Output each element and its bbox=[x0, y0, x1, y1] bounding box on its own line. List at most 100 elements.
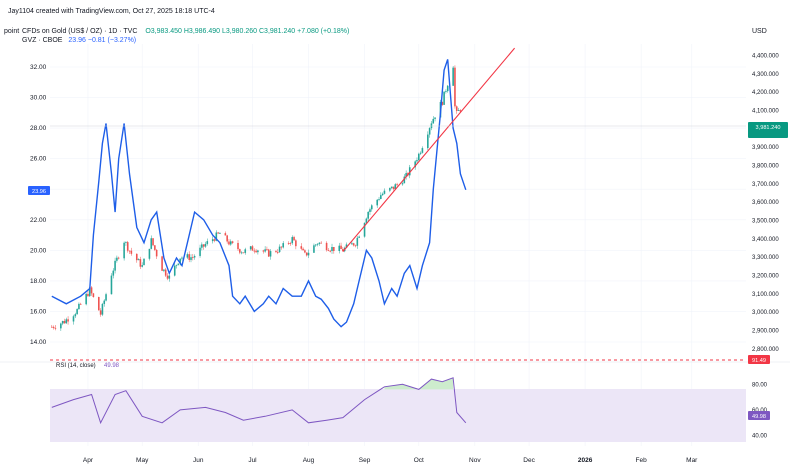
gold-candle bbox=[193, 255, 196, 258]
gold-candle bbox=[276, 251, 279, 253]
gold-candle bbox=[123, 242, 125, 259]
gold-candle bbox=[168, 275, 171, 279]
gold-candle bbox=[103, 300, 106, 304]
left-axis-tick: 16.00 bbox=[30, 308, 47, 315]
gold-trendline[interactable] bbox=[342, 47, 516, 253]
right-axis-tick: 4,400.000 bbox=[752, 54, 779, 60]
x-axis-tick: Aug bbox=[303, 457, 315, 464]
gvz-symbol-name: GVZ · CBOE bbox=[22, 37, 63, 44]
right-axis-unit: USD bbox=[752, 28, 767, 35]
gold-candle bbox=[291, 237, 294, 244]
gold-candle bbox=[99, 310, 102, 315]
rsi-reference-tag-label: 91.49 bbox=[752, 358, 766, 364]
gold-candle bbox=[76, 309, 78, 315]
x-axis-tick: Dec bbox=[523, 457, 535, 464]
gold-candle bbox=[154, 245, 156, 250]
rsi-value-tag-label: 49.98 bbox=[752, 414, 766, 420]
rsi-reference-tag: 91.49 bbox=[748, 355, 770, 364]
gold-candle bbox=[390, 186, 393, 188]
gvz-price-tag-label: 23.96 bbox=[32, 189, 46, 195]
gold-candle bbox=[249, 246, 252, 250]
gold-candle bbox=[177, 263, 180, 265]
x-axis: Apr May Jun Jul Aug Sep Oct Nov Dec 2026 Feb Mar bbox=[83, 457, 698, 464]
gold-symbol-name: CFDs on Gold (US$ / OZ) · 1D · TVC bbox=[22, 28, 138, 35]
gold-candle bbox=[316, 243, 319, 245]
gold-candle bbox=[219, 233, 221, 234]
right-axis-tick: 3,100.000 bbox=[752, 292, 779, 298]
gold-candle bbox=[365, 218, 368, 223]
gold-candle bbox=[414, 161, 416, 168]
gvz-symbol-label: GVZ · CBOE 23.96 −0.81 (−3.27%) bbox=[22, 37, 136, 44]
gold-candle bbox=[192, 257, 194, 258]
gold-candle bbox=[376, 199, 379, 206]
gold-candle bbox=[105, 294, 107, 301]
gold-candle bbox=[166, 275, 169, 279]
gold-candle bbox=[278, 246, 281, 253]
gold-candle bbox=[61, 320, 64, 324]
gold-candle bbox=[313, 245, 315, 253]
gold-candle bbox=[116, 257, 118, 261]
gold-candle bbox=[224, 233, 227, 236]
gold-candle bbox=[54, 327, 57, 329]
gold-candle bbox=[79, 303, 82, 305]
right-axis-tick: 4,300.000 bbox=[752, 72, 779, 78]
chart-credit: Jay1104 created with TradingView.com, Oc… bbox=[8, 8, 215, 15]
gold-candle bbox=[239, 249, 241, 253]
gold-candle bbox=[331, 247, 333, 252]
gold-candle bbox=[408, 167, 411, 176]
gold-candle bbox=[229, 241, 232, 245]
gold-candle bbox=[228, 241, 230, 245]
gold-candle bbox=[280, 246, 283, 248]
x-axis-tick: Jul bbox=[248, 457, 257, 464]
left-axis-tick: 32.00 bbox=[30, 64, 47, 71]
gold-candle bbox=[455, 106, 458, 111]
gold-candle bbox=[352, 243, 355, 246]
gold-candle bbox=[237, 242, 239, 250]
rsi-axis-tick: 60.00 bbox=[752, 408, 768, 414]
rsi-band bbox=[50, 389, 746, 442]
gold-candle bbox=[370, 205, 373, 210]
x-axis-tick: Feb bbox=[636, 457, 648, 464]
gold-price-tag: 3,981.240 bbox=[748, 122, 788, 138]
gold-candle bbox=[72, 316, 75, 322]
gold-candle bbox=[267, 249, 270, 257]
gold-candle bbox=[293, 237, 295, 241]
gold-candle bbox=[163, 269, 165, 271]
gold-candle bbox=[215, 232, 218, 241]
gold-candle bbox=[287, 243, 290, 244]
gold-candle bbox=[264, 249, 266, 252]
gold-candle bbox=[85, 293, 87, 305]
gold-candle bbox=[251, 246, 254, 251]
gold-candle bbox=[266, 249, 268, 251]
gold-candle bbox=[394, 184, 397, 190]
x-axis-tick: 2026 bbox=[578, 457, 593, 464]
gold-candle bbox=[226, 235, 228, 242]
left-axis-tick: 18.00 bbox=[30, 278, 47, 285]
gold-candle bbox=[378, 198, 380, 200]
right-axis-tick: 3,400.000 bbox=[752, 237, 779, 243]
gold-candle bbox=[318, 242, 321, 244]
gold-candle bbox=[356, 237, 359, 246]
gold-candle bbox=[148, 248, 151, 259]
gold-candle bbox=[60, 323, 62, 329]
gold-candle bbox=[188, 254, 190, 260]
gold-candle bbox=[428, 128, 431, 135]
gold-candle bbox=[340, 245, 342, 250]
gold-candle bbox=[354, 245, 357, 247]
left-axis-tick: 30.00 bbox=[30, 95, 47, 102]
gvz-values: 23.96 −0.81 (−3.27%) bbox=[68, 37, 137, 44]
gold-candle bbox=[367, 211, 369, 219]
gold-candle bbox=[380, 195, 382, 199]
gold-candle bbox=[446, 85, 449, 92]
right-axis-tick: 3,800.000 bbox=[752, 164, 779, 170]
gold-candle bbox=[338, 245, 341, 251]
gold-candle bbox=[405, 173, 407, 177]
gold-candle bbox=[128, 250, 131, 252]
gold-candle bbox=[179, 258, 181, 264]
x-axis-tick: Oct bbox=[414, 457, 424, 464]
gold-candle bbox=[217, 232, 219, 234]
grid bbox=[50, 44, 746, 446]
gold-candle bbox=[125, 242, 127, 243]
left-axis-tick: 20.00 bbox=[30, 247, 47, 254]
